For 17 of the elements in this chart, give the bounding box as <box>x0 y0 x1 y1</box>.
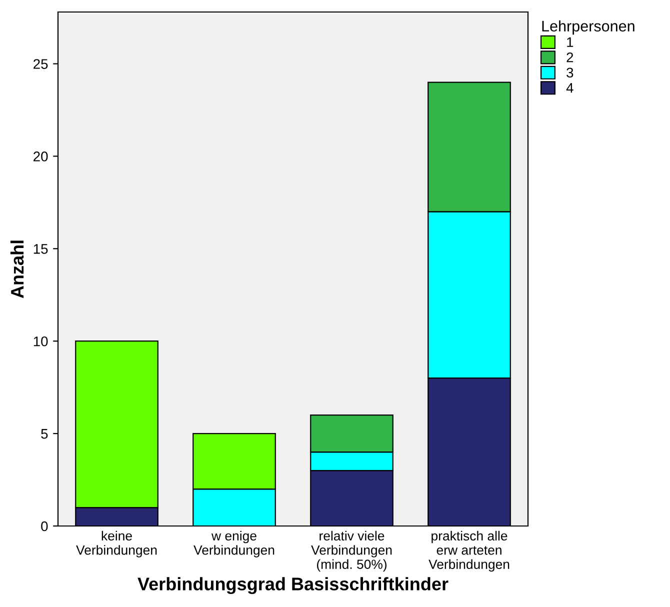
x-tick-label: w enige Verbindungen <box>194 530 274 558</box>
legend-label: 4 <box>566 83 574 93</box>
y-tick-label: 15 <box>34 244 48 254</box>
x-tick-label: praktisch alle erw arteten Verbindungen <box>428 530 510 572</box>
legend-title: Lehrpersonen <box>542 20 634 35</box>
x-tick-label: relativ viele Verbindungen (mind. 50%) <box>311 530 392 572</box>
y-tick-label: 0 <box>41 521 48 532</box>
x-tick-label: keine Verbindungen <box>76 530 157 558</box>
legend-label: 1 <box>567 37 574 47</box>
y-axis-title: Anzahl <box>10 240 24 298</box>
legend-label: 2 <box>566 52 574 62</box>
y-tick-label: 25 <box>34 59 48 69</box>
y-tick-label: 5 <box>41 429 48 439</box>
legend-label: 3 <box>566 68 574 78</box>
y-tick-label: 10 <box>34 336 48 346</box>
y-tick-label: 20 <box>34 152 48 162</box>
x-axis-title: Verbindungsgrad Basisschriftkinder <box>138 577 448 594</box>
